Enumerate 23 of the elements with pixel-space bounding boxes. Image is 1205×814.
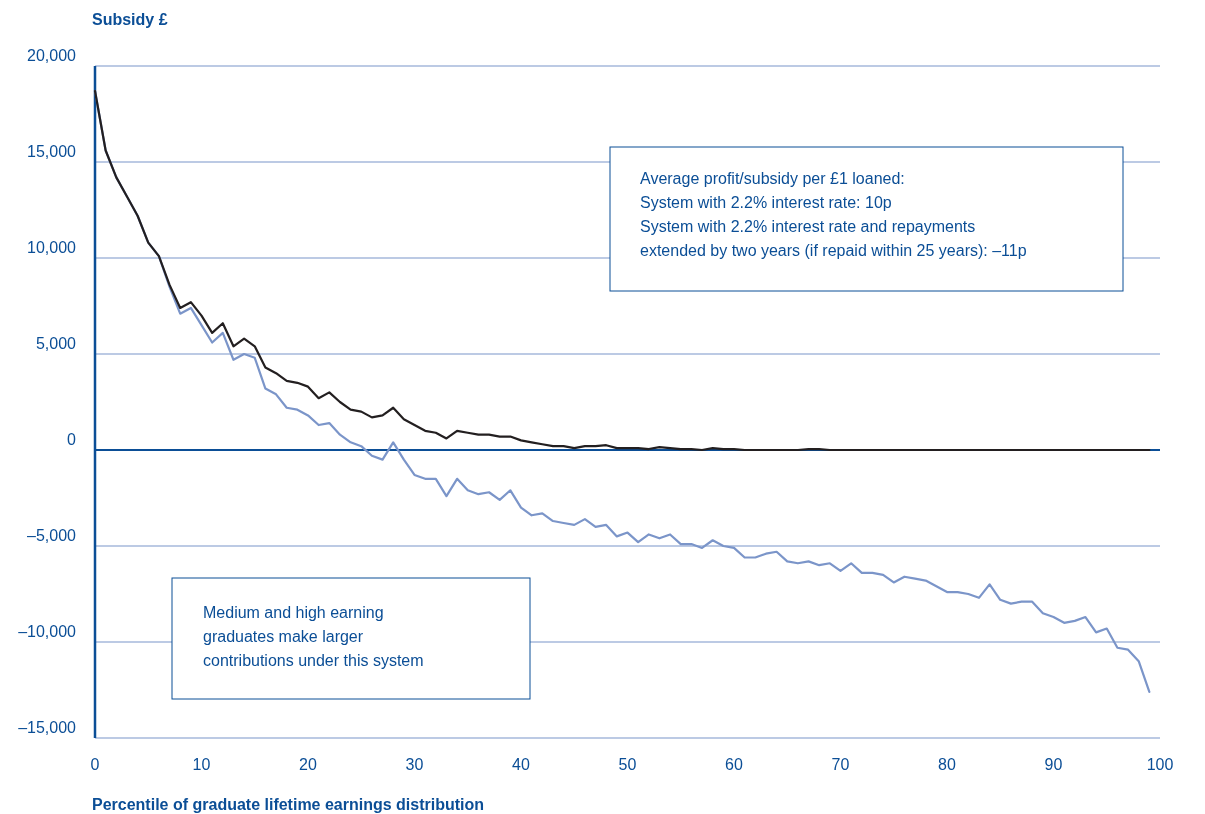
x-tick-label: 80 (938, 756, 956, 773)
x-tick-label: 10 (192, 756, 211, 773)
x-tick-label: 30 (405, 756, 424, 773)
x-tick-label: 50 (618, 756, 637, 773)
x-tick-label: 60 (725, 756, 743, 773)
y-tick-label: –10,000 (18, 623, 77, 640)
y-tick-label: 20,000 (27, 47, 77, 64)
y-tick-label: –5,000 (27, 527, 77, 544)
x-tick-label: 100 (1146, 756, 1174, 773)
x-tick-label: 20 (299, 756, 317, 773)
y-tick-label: –15,000 (18, 719, 77, 736)
x-tick-label: 40 (512, 756, 530, 773)
y-tick-label: 5,000 (35, 335, 77, 352)
y-tick-label: 15,000 (27, 143, 77, 160)
x-axis-title: Percentile of graduate lifetime earnings distribution (92, 796, 485, 813)
y-tick-label: 0 (67, 431, 77, 448)
x-tick-label: 0 (90, 756, 100, 773)
x-tick-label: 70 (831, 756, 850, 773)
annotation: Medium and high earning graduates make larger contributions under this system (203, 604, 424, 669)
y-axis-title: Subsidy £ (92, 11, 168, 28)
x-tick-label: 90 (1044, 756, 1063, 773)
y-tick-label: 10,000 (27, 239, 77, 256)
annotation: Average profit/subsidy per £1 loaned: System with 2.2% interest rate: 10p System with 2.2% interest rate and repayments extended by two years (if repaid within 25 years): –11p (640, 170, 1027, 259)
